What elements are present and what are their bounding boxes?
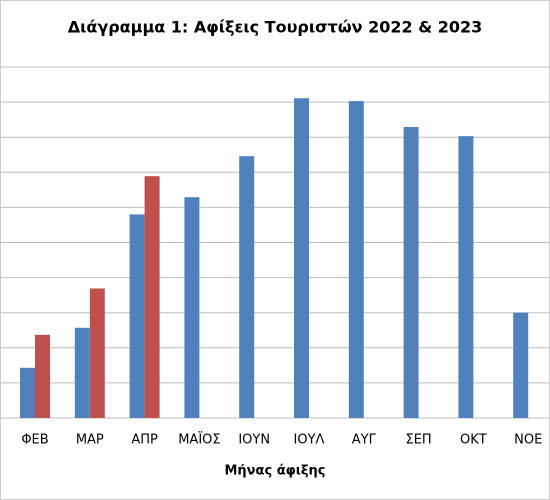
bar: [35, 334, 50, 418]
bar: [144, 176, 160, 418]
bar: [74, 327, 90, 418]
bar: [403, 127, 419, 419]
x-axis-title: Μήνας άφιξης: [224, 464, 325, 479]
bar: [129, 214, 145, 418]
bar: [458, 136, 474, 418]
x-tick-label: ΣΕΠ: [405, 433, 431, 448]
x-tick-label: ΜΑΡ: [76, 433, 104, 448]
bar: [20, 367, 35, 418]
x-tick-label: ΜΑΪΟΣ: [178, 432, 220, 448]
bar: [348, 101, 364, 418]
x-tick-label: ΑΠΡ: [131, 433, 158, 448]
bar: [294, 98, 309, 418]
bar: [184, 197, 200, 418]
x-tick-label: ΙΟΥΛ: [294, 433, 325, 448]
bar: [89, 288, 105, 418]
chart-title: Διάγραμμα 1: Αφίξεις Τουριστών 2022 & 20…: [68, 18, 483, 37]
x-tick-label: ΑΥΓ: [352, 433, 377, 448]
x-tick-label: ΟΚΤ: [460, 433, 487, 448]
bar: [513, 312, 529, 418]
bar: [239, 156, 255, 419]
x-tick-label: ΙΟΥΝ: [238, 433, 270, 448]
x-tick-label: ΝΟΕ: [514, 433, 542, 448]
x-tick-label: ΦΕΒ: [21, 433, 48, 448]
